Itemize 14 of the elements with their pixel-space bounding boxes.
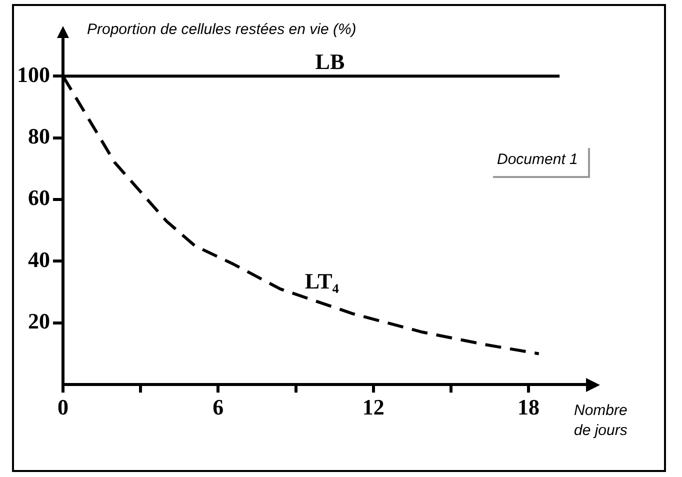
x-tick-label: 6 — [212, 394, 224, 420]
x-tick-label: 0 — [58, 394, 68, 420]
y-tick-label: 20 — [28, 308, 50, 334]
series-label: LT₄ — [304, 268, 340, 294]
y-tick-label: 100 — [17, 62, 50, 87]
y-axis-title: Proportion de cellules restées en vie (%) — [87, 21, 356, 38]
x-tick-label: 12 — [362, 394, 384, 420]
y-tick-label: 80 — [28, 123, 50, 148]
annotation: Document 1 — [493, 148, 590, 178]
y-tick-label: 40 — [28, 246, 50, 272]
x-axis-title: Nombre de jours — [574, 402, 628, 439]
series-label: LB — [315, 48, 345, 74]
y-tick-label: 60 — [28, 185, 50, 210]
x-tick-label: 18 — [518, 394, 540, 420]
